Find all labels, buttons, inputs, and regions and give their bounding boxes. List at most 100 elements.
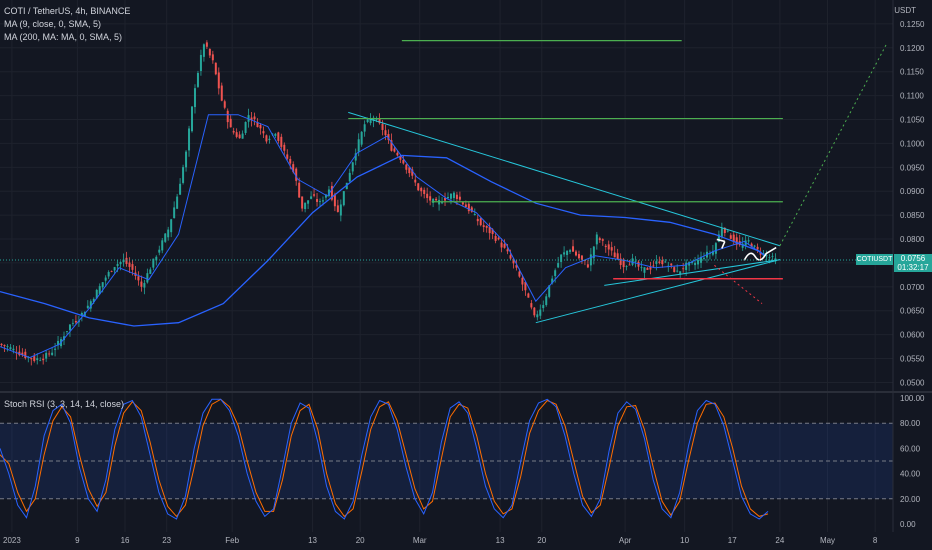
candle-body <box>182 167 185 183</box>
candle-body <box>128 262 131 267</box>
candle-body <box>342 191 345 206</box>
projection-up-dotted <box>779 42 888 246</box>
candle-body <box>613 252 616 258</box>
candle-body <box>723 227 726 234</box>
candle-body <box>497 237 500 240</box>
candle-body <box>518 271 521 277</box>
candle-body <box>711 250 714 255</box>
candle-body <box>649 266 652 270</box>
candle-body <box>375 118 378 120</box>
candle-body <box>21 352 24 356</box>
rsi-axis[interactable]: 100.00 80.00 60.00 40.00 20.00 0.00 <box>900 394 925 529</box>
rsi-tick-label: 100.00 <box>900 394 925 403</box>
candle-body <box>327 189 330 196</box>
legend-ma200[interactable]: MA (200, MA: MA, 0, SMA, 5) <box>4 32 123 42</box>
bar-countdown: 01:32:17 <box>897 263 929 273</box>
legend-symbol[interactable]: COTI / TetherUS, 4h, BINANCE <box>4 6 131 16</box>
candle-body <box>670 263 673 266</box>
candle-body <box>54 348 57 350</box>
candle-body <box>131 264 134 270</box>
candle-body <box>697 259 700 265</box>
candle-body <box>503 244 506 248</box>
candle-body <box>771 255 774 257</box>
candle-body <box>464 204 467 207</box>
candle-body <box>714 243 717 254</box>
legend-ma9[interactable]: MA (9, close, 0, SMA, 5) <box>4 19 102 29</box>
moving-averages <box>0 114 766 359</box>
candle-body <box>0 343 3 346</box>
candle-body <box>241 133 244 139</box>
candle-body <box>444 198 447 201</box>
candle-body <box>580 255 583 260</box>
candle-body <box>310 196 313 199</box>
symbol-price-tag: COTIUSDT <box>856 254 893 266</box>
candle-body <box>256 122 259 128</box>
time-tick-label: 20 <box>537 536 546 545</box>
candle-body <box>265 135 268 142</box>
candle-body <box>515 265 518 268</box>
candle-body <box>319 201 322 202</box>
candle-body <box>604 245 607 248</box>
price-tick-label: 0.1000 <box>900 139 925 148</box>
candle-body <box>292 164 295 172</box>
price-tick-label: 0.1250 <box>900 20 925 29</box>
candle-body <box>729 235 732 239</box>
candle-body <box>536 314 539 318</box>
candle-body <box>217 72 220 89</box>
legend-stoch-rsi[interactable]: Stoch RSI (3, 3, 14, 14, close) <box>4 399 125 409</box>
candles <box>0 40 777 366</box>
projection-down-dotted <box>714 264 763 304</box>
candle-body <box>405 164 408 170</box>
candle-body <box>316 199 319 202</box>
candle-body <box>268 138 271 141</box>
candle-body <box>283 144 286 151</box>
candle-body <box>661 260 664 265</box>
candle-body <box>387 134 390 140</box>
price-tick-label: 0.0500 <box>900 378 925 387</box>
candle-body <box>42 358 45 361</box>
candle-body <box>435 198 438 201</box>
candle-body <box>274 133 277 136</box>
candle-body <box>143 283 146 288</box>
rsi-tick-label: 60.00 <box>900 444 921 453</box>
candle-body <box>360 131 363 145</box>
candle-body <box>158 249 161 253</box>
time-axis[interactable]: 2023 9 16 23 Feb 13 20 Mar 13 20 Apr 10 17 24 May 8 <box>3 536 878 545</box>
candle-body <box>506 249 509 252</box>
candle-body <box>557 263 560 268</box>
candle-body <box>548 285 551 297</box>
candle-body <box>185 151 188 168</box>
candle-body <box>92 298 95 302</box>
candle-body <box>104 277 107 281</box>
candle-body <box>598 238 601 241</box>
candle-body <box>485 225 488 228</box>
candle-body <box>95 289 98 299</box>
candle-body <box>86 305 89 309</box>
candle-body <box>24 351 27 359</box>
candle-body <box>655 261 658 264</box>
candle-body <box>473 214 476 216</box>
current-price-tag: 0.0756 01:32:17 <box>894 254 932 273</box>
candle-body <box>232 131 235 133</box>
candle-body <box>423 189 426 194</box>
candle-body <box>574 251 577 256</box>
price-axis[interactable]: 0.1250 0.1200 0.1150 0.1100 0.1050 0.1000 0.09… <box>900 20 925 388</box>
candle-body <box>324 194 327 198</box>
candle-body <box>640 267 643 269</box>
candle-body <box>408 167 411 174</box>
candle-body <box>253 116 256 120</box>
candle-body <box>202 44 205 57</box>
candle-body <box>732 234 735 242</box>
candle-body <box>146 273 149 283</box>
candle-body <box>372 117 375 121</box>
candle-body <box>634 260 637 262</box>
candle-body <box>74 321 77 323</box>
candle-body <box>610 247 613 251</box>
candle-body <box>199 54 202 72</box>
candle-body <box>592 246 595 259</box>
candle-body <box>223 101 226 108</box>
candle-body <box>125 257 128 264</box>
projected-path-arrowhead <box>716 238 726 249</box>
candle-body <box>717 234 720 242</box>
